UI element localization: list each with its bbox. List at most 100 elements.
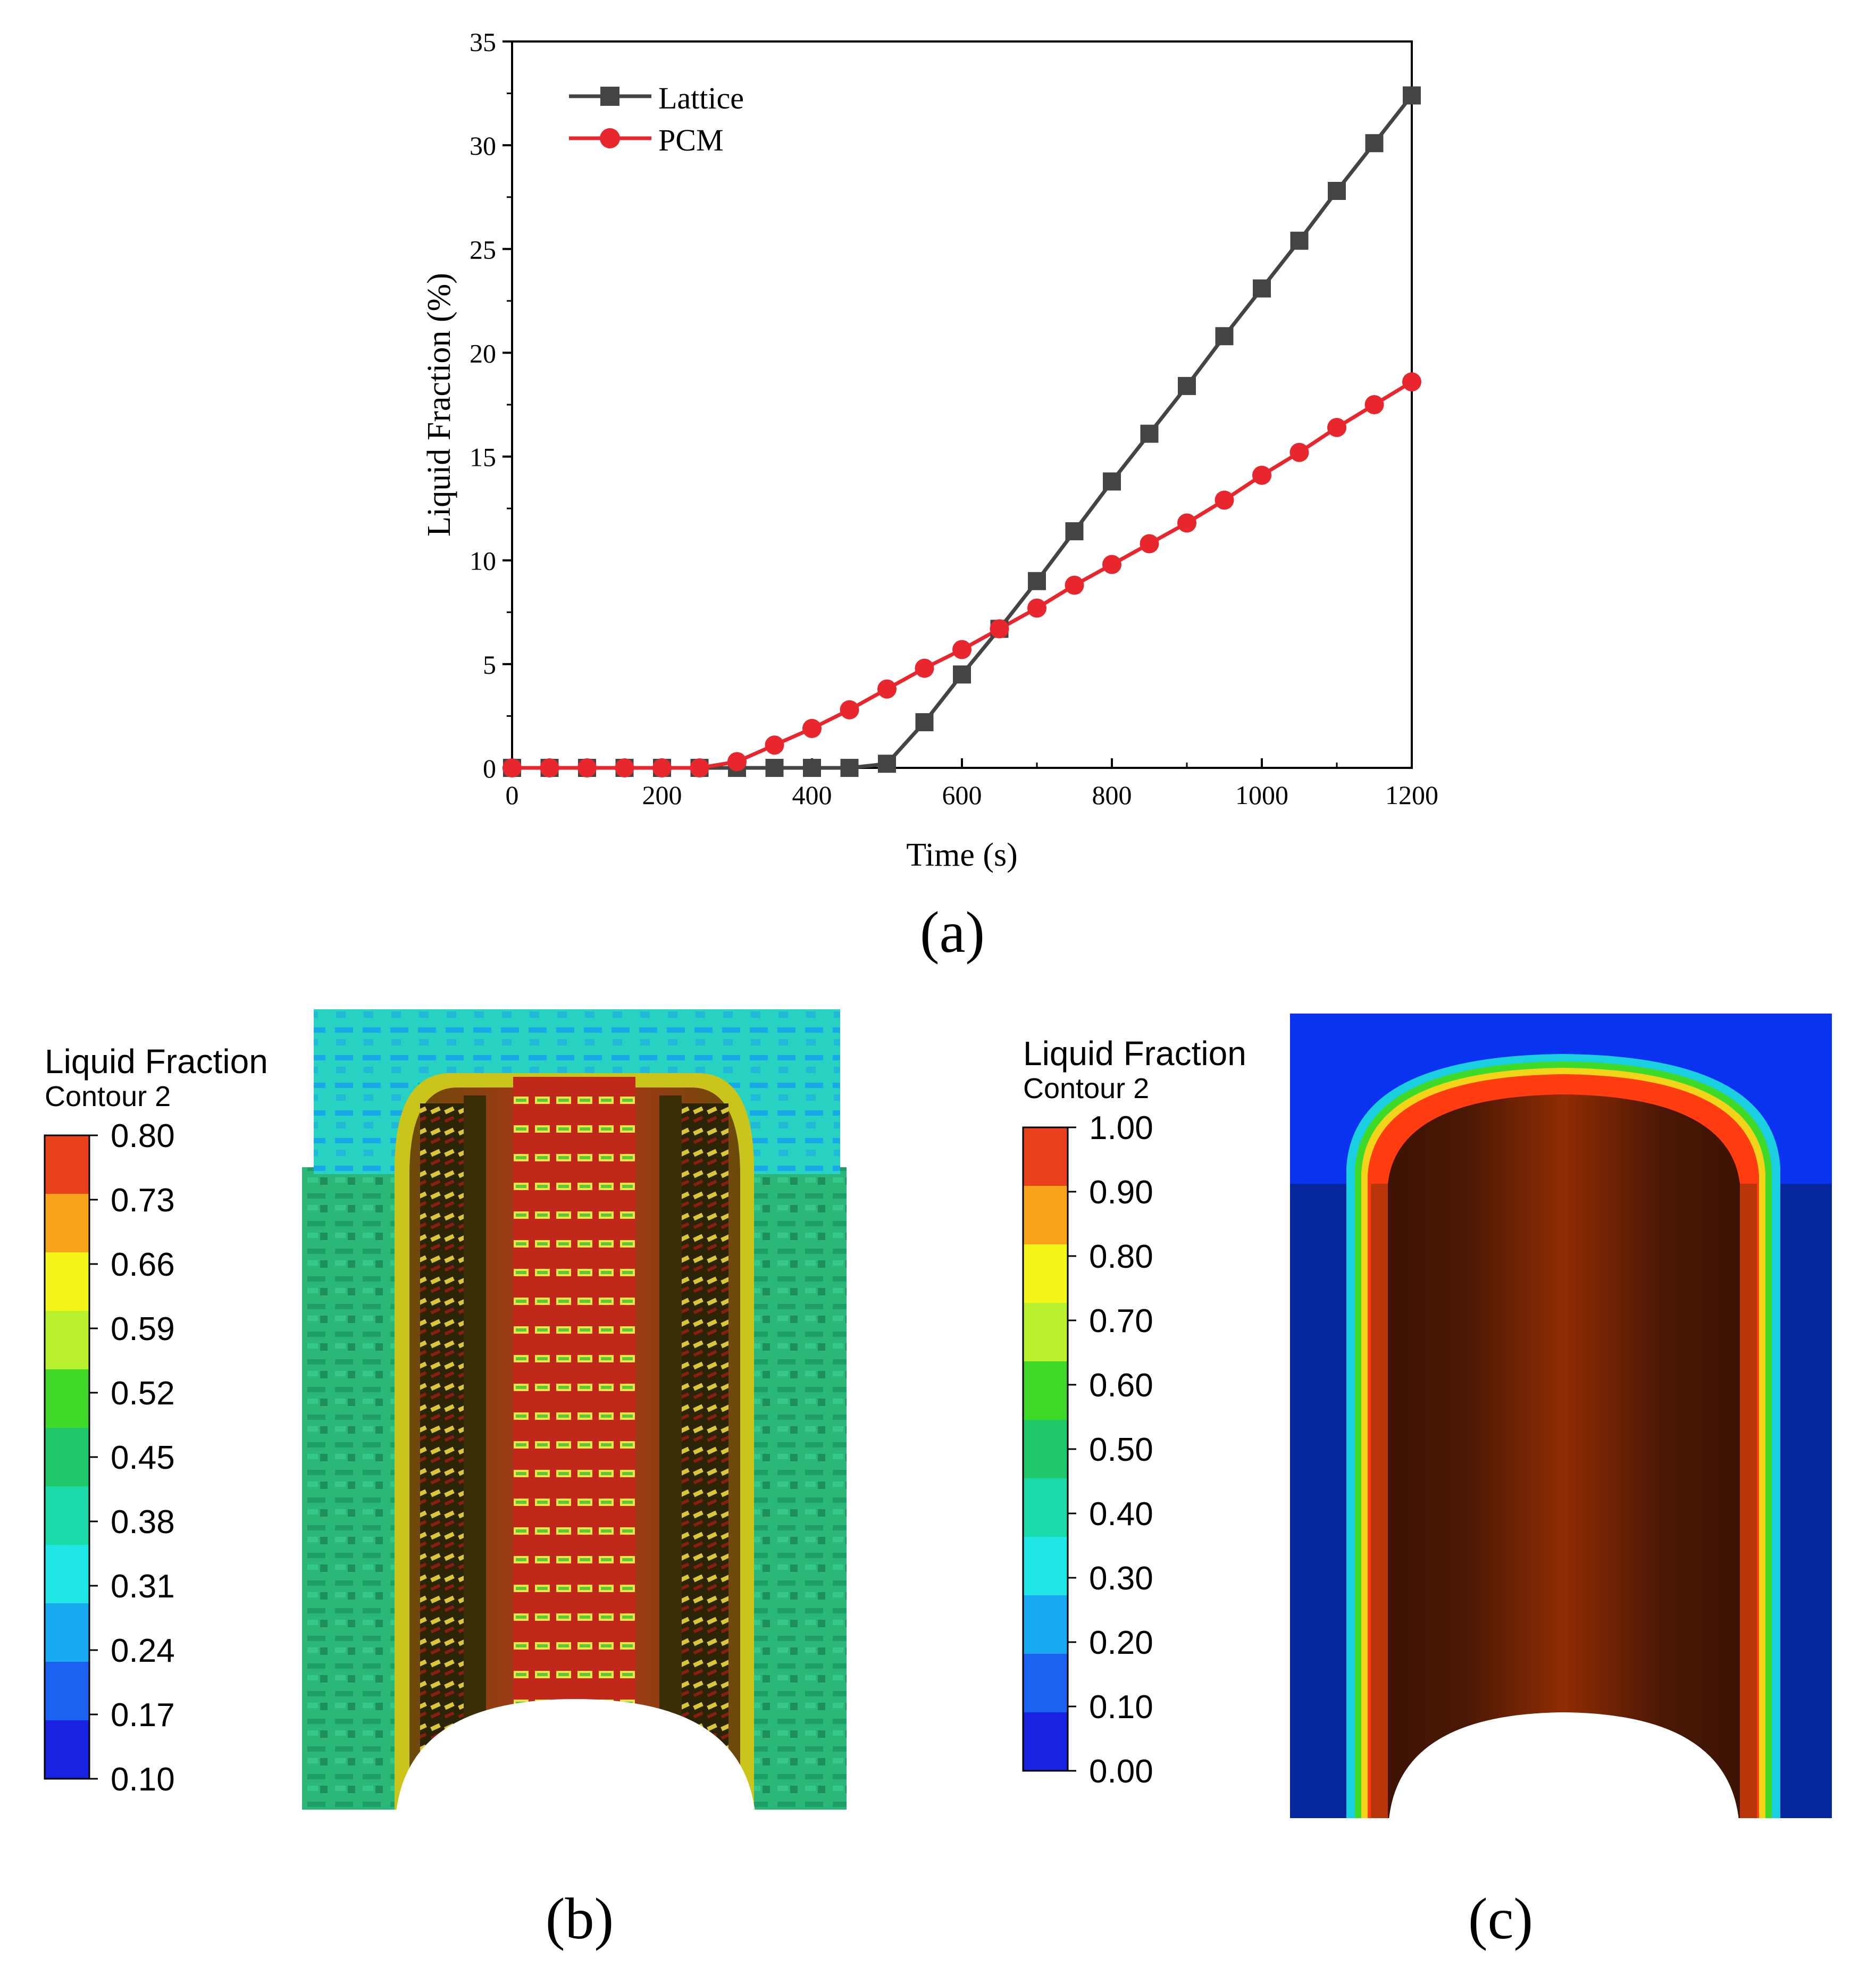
- colorbar-segment: [45, 1194, 89, 1253]
- data-point-pcm: [1215, 490, 1234, 510]
- panel-label-a: (a): [920, 900, 985, 965]
- data-point-pcm: [1102, 555, 1121, 574]
- data-point-lattice: [1178, 376, 1196, 395]
- colorbar-tick-label: 0.50: [1089, 1432, 1153, 1468]
- line-chart-panel: 0 200 400 600 800 1000 1200 0 5 10 15 20 25 30 35 Time…: [421, 27, 1438, 965]
- colorbar-tick-label: 0.24: [111, 1633, 175, 1669]
- data-point-pcm: [1402, 372, 1421, 392]
- colorbar-segment: [45, 1603, 89, 1662]
- data-point-pcm: [1289, 442, 1309, 462]
- colorbar-title-b: Liquid Fraction: [45, 1042, 268, 1081]
- data-point-lattice: [953, 665, 971, 684]
- colorbar-tick-label: 0.60: [1089, 1367, 1153, 1404]
- colorbar-tick-label: 0.70: [1089, 1303, 1153, 1340]
- colorbar-segment: [45, 1135, 89, 1194]
- colorbar-tick-label: 0.80: [1089, 1238, 1153, 1275]
- colorbar-tick-label: 0.73: [111, 1182, 175, 1219]
- data-point-pcm: [877, 679, 897, 699]
- data-point-pcm: [1252, 465, 1271, 485]
- colorbar-segment: [45, 1662, 89, 1721]
- legend-label-pcm: PCM: [658, 123, 724, 157]
- colorbar-segment: [1023, 1361, 1068, 1420]
- data-point-lattice: [840, 759, 859, 777]
- colorbar-tick-label: 0.59: [111, 1311, 175, 1348]
- y-tick-label: 5: [483, 650, 496, 680]
- data-point-lattice: [1065, 522, 1084, 541]
- colorbar-segment: [1023, 1478, 1068, 1537]
- colorbar-tick-label: 0.38: [111, 1504, 175, 1541]
- colorbar-segment: [1023, 1537, 1068, 1596]
- x-tick-label: 0: [506, 780, 519, 810]
- colorbar-title-c: Liquid Fraction: [1023, 1034, 1246, 1073]
- colorbar-segment: [45, 1252, 89, 1311]
- x-tick-label: 800: [1092, 780, 1132, 810]
- data-point-pcm: [840, 700, 859, 719]
- legend: Lattice PCM: [569, 81, 744, 157]
- series-line-pcm: [512, 380, 1413, 770]
- hollow-bottom-c: [1389, 1712, 1739, 1820]
- colorbar-tick-label: 0.66: [111, 1246, 175, 1283]
- y-tick-label: 10: [470, 546, 496, 576]
- data-point-pcm: [1065, 575, 1084, 595]
- colorbar-tick-label: 0.80: [111, 1118, 175, 1154]
- legend-marker-pcm: [600, 128, 620, 148]
- dark-band-left: [464, 1095, 486, 1787]
- colorbar-b: 0.80 0.73 0.66 0.59 0.52 0.45 0.38 0.31 0.24 0.17…: [44, 1118, 175, 1798]
- colorbar-tick-label: 0.17: [111, 1697, 175, 1734]
- data-point-pcm: [727, 752, 747, 772]
- colorbar-subtitle-b: Contour 2: [45, 1081, 171, 1112]
- data-point-pcm: [1140, 534, 1159, 554]
- colorbar-segment: [45, 1720, 89, 1779]
- data-point-pcm: [540, 758, 559, 777]
- y-tick-label: 30: [470, 131, 496, 161]
- legend-label-lattice: Lattice: [658, 81, 744, 115]
- colorbar-segment: [45, 1428, 89, 1487]
- data-point-lattice: [803, 759, 821, 777]
- data-point-lattice: [878, 755, 896, 773]
- data-point-pcm: [1177, 513, 1196, 533]
- colorbar-segment: [1023, 1595, 1068, 1654]
- data-point-pcm: [690, 758, 709, 777]
- colorbar-tick-label: 0.52: [111, 1375, 175, 1412]
- data-point-lattice: [1028, 572, 1046, 590]
- data-point-lattice: [1215, 327, 1234, 346]
- series-layer: [502, 86, 1421, 777]
- contour-panel-lattice: Liquid Fraction Contour 2 0.80 0.73 0.66 0.…: [44, 1000, 861, 1951]
- hollow-bottom: [396, 1699, 755, 1812]
- x-tick-label: 400: [792, 780, 832, 810]
- colorbar-tick-label: 0.10: [1089, 1689, 1153, 1726]
- core-band: [513, 1077, 635, 1773]
- colorbar-tick-label: 0.10: [111, 1761, 175, 1798]
- colorbar-segment: [1023, 1654, 1068, 1713]
- melt-core: [1388, 1094, 1740, 1818]
- colorbar-segment: [45, 1545, 89, 1604]
- data-point-pcm: [577, 758, 597, 777]
- data-point-lattice: [765, 759, 784, 777]
- colorbar-segment: [45, 1311, 89, 1370]
- colorbar-tick-label: 0.30: [1089, 1560, 1153, 1597]
- data-point-pcm: [915, 658, 934, 678]
- colorbar-tick-label: 0.40: [1089, 1496, 1153, 1533]
- y-tick-label: 15: [470, 442, 496, 472]
- colorbar-tick-label: 0.45: [111, 1440, 175, 1476]
- colorbar-segment: [1023, 1186, 1068, 1245]
- data-point-lattice: [915, 713, 934, 732]
- y-tick-label: 25: [470, 235, 496, 264]
- data-point-pcm: [615, 758, 634, 777]
- y-tick-label: 35: [470, 27, 496, 57]
- data-point-lattice: [1290, 231, 1309, 250]
- colorbar-segment: [1023, 1244, 1068, 1303]
- data-point-pcm: [990, 619, 1009, 639]
- colorbar-segment: [1023, 1127, 1068, 1186]
- pcm-contour-image: [1290, 1014, 1832, 1820]
- data-point-lattice: [1103, 472, 1121, 491]
- x-axis-label: Time (s): [906, 837, 1018, 873]
- colorbar-c: 1.00 0.90 0.80 0.70 0.60 0.50 0.40 0.30 0.20 0.10…: [1022, 1110, 1153, 1790]
- data-point-lattice: [1328, 182, 1346, 200]
- y-tick-label: 20: [470, 338, 496, 368]
- x-tick-label: 600: [942, 780, 982, 810]
- contour-panel-pcm: Liquid Fraction Contour 2 1.00 0.90 0.80 0.…: [1022, 1014, 1832, 1951]
- colorbar-segment: [45, 1369, 89, 1428]
- x-tick-label: 200: [642, 780, 682, 810]
